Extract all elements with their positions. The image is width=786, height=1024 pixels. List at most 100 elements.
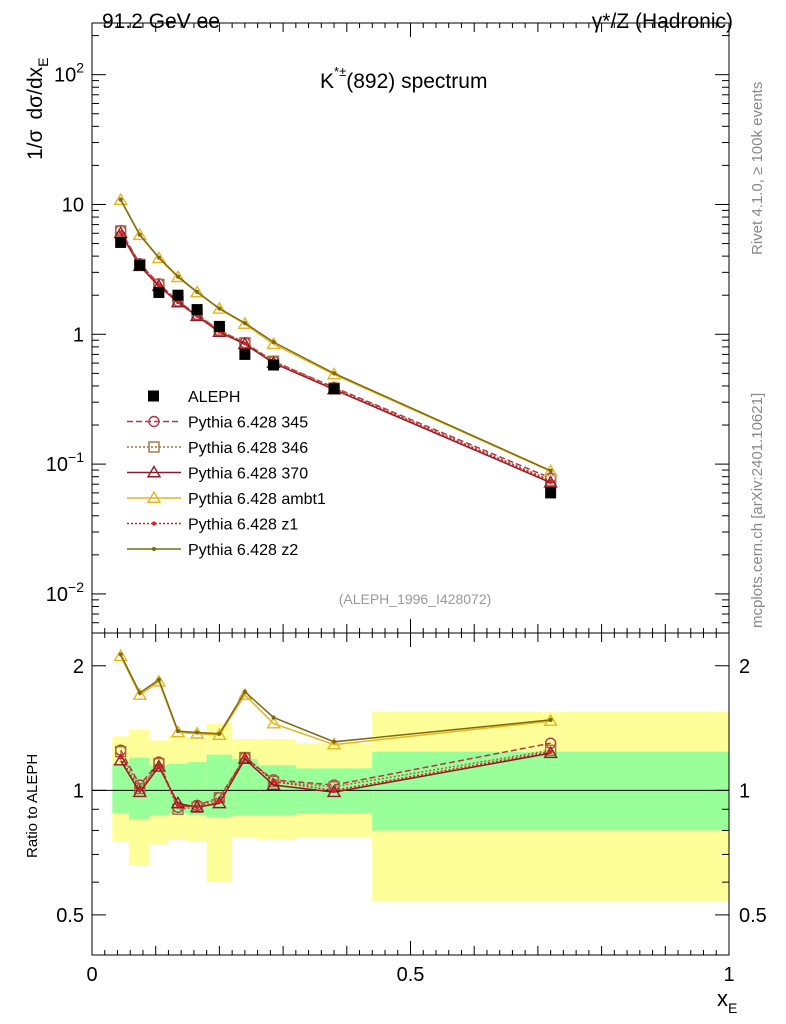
ratio-series-line-2: [120, 752, 551, 809]
series-point-5: [331, 371, 337, 376]
ratio-y-tick-label-right: 0.5: [739, 905, 767, 927]
ratio-series-point-3: [326, 737, 342, 750]
aleph-point: [191, 304, 203, 316]
series-point-4: [242, 341, 247, 346]
ratio-series-point-3: [151, 674, 167, 687]
ratio-band-green: [168, 763, 188, 814]
series-point-3: [212, 301, 227, 314]
legend-marker: [151, 546, 157, 552]
legend-label: Pythia 6.428 ambt1: [188, 491, 326, 508]
series-point-4: [548, 478, 553, 484]
ratio-series-point-4: [242, 753, 247, 759]
y-tick-mantissa: 10: [54, 65, 76, 87]
series-point-3: [113, 192, 128, 206]
ratio-series-point-2: [113, 753, 128, 766]
aleph-point: [213, 320, 225, 332]
aleph-point: [153, 286, 165, 298]
ratio-series-point-3: [132, 687, 147, 700]
series-point-3: [237, 316, 253, 329]
ratio-series-point-4: [195, 805, 200, 810]
aleph-point: [268, 359, 280, 371]
rivet-label: Rivet 4.1.0, ≥ 100k events: [749, 82, 766, 255]
ratio-series-point-4: [271, 779, 276, 784]
x-axis-label: xE: [717, 986, 737, 1016]
legend-marker: [148, 441, 160, 453]
ratio-series-point-4: [156, 763, 161, 768]
ratio-series-line-3: [119, 655, 551, 746]
ratio-series-point-3: [266, 716, 281, 729]
y-axis-label-ratio: Ratio to ALEPH: [24, 754, 41, 858]
ratio-series-point-2: [132, 784, 147, 798]
legend-marker: [148, 415, 160, 428]
ratio-series-point-4: [137, 788, 142, 793]
ratio-series-point-5: [118, 652, 123, 657]
ratio-series-point-5: [156, 677, 161, 682]
series-point-3: [170, 269, 186, 283]
series-point-2: [543, 475, 558, 488]
series-point-5: [195, 289, 200, 295]
y-tick-exponent: 2: [76, 60, 84, 76]
aleph-point: [545, 487, 557, 499]
ratio-series-line-1: [119, 749, 551, 811]
series-point-4: [118, 230, 123, 235]
ratio-band-green: [232, 759, 258, 816]
series-point-3: [326, 367, 342, 380]
series-line-2: [120, 232, 551, 484]
ratio-series-point-4: [548, 749, 553, 754]
series-point-3: [151, 250, 167, 264]
x-tick-label: 0: [86, 964, 97, 986]
legend-marker: [146, 490, 162, 503]
ratio-y-tick-label: 0.5: [56, 905, 84, 927]
ratio-series-point-1: [544, 744, 557, 756]
y-tick-label: 10−1: [46, 449, 84, 476]
ratio-series-point-2: [326, 784, 342, 798]
series-point-3: [543, 463, 558, 477]
analysis-watermark: (ALEPH_1996_I428072): [339, 591, 492, 607]
ratio-series-point-5: [331, 739, 337, 744]
ratio-series-point-4: [331, 788, 337, 793]
ratio-series-point-3: [113, 648, 128, 662]
legend-marker: [146, 465, 162, 478]
y-axis-label-main: 1/σdσ/dxE: [24, 58, 51, 160]
svg-text:1/σdσ/dxE: 1/σdσ/dxE: [24, 58, 51, 160]
legend-label: Pythia 6.428 346: [188, 440, 308, 457]
x-tick-label: 0.5: [397, 964, 425, 986]
series-point-2: [189, 308, 205, 322]
ratio-y-tick-label-right: 2: [739, 656, 750, 678]
ratio-series-point-2: [266, 777, 281, 790]
ratio-series-point-5: [271, 715, 276, 720]
series-point-2: [170, 295, 186, 308]
ratio-band-green: [112, 763, 129, 814]
y-tick-label: 102: [54, 60, 84, 87]
legend: ALEPH Pythia 6.428 345 Pythia 6.428 346 Pyt…: [127, 389, 326, 559]
aleph-point: [328, 383, 340, 395]
ratio-series-line-4: [120, 750, 551, 809]
ratio-band-green: [372, 751, 729, 831]
y-tick-exponent: −1: [68, 449, 84, 465]
y-tick-label: 1: [73, 324, 84, 346]
series-point-2: [237, 336, 253, 350]
x-tick-label: 1: [723, 964, 734, 986]
ratio-y-tick-label: 2: [73, 656, 84, 678]
mcplots-label: mcplots.cern.ch [arXiv:2401.10621]: [749, 393, 766, 628]
series-point-5: [271, 340, 276, 345]
legend-label: Pythia 6.428 370: [188, 466, 308, 483]
series-line-3: [120, 199, 551, 472]
series-point-5: [156, 255, 161, 260]
ratio-series-point-2: [237, 751, 253, 765]
series-point-5: [242, 320, 247, 326]
ratio-series-point-5: [175, 729, 181, 734]
y-tick-mantissa: 10: [62, 194, 84, 216]
series-line-5: [120, 199, 551, 472]
y-tick-mantissa: 1: [73, 324, 84, 346]
ratio-series-point-4: [175, 803, 181, 808]
y-tick-mantissa: 10: [46, 454, 68, 476]
legend-label: ALEPH: [188, 389, 240, 406]
series-point-5: [137, 232, 142, 237]
y-tick-label: 10−2: [46, 579, 84, 606]
y-tick-mantissa: 10: [46, 584, 68, 606]
ratio-series-point-5: [548, 717, 553, 722]
ratio-panel: 0.5 0.5 1 1 2 2 0 0.5 1: [56, 632, 767, 986]
